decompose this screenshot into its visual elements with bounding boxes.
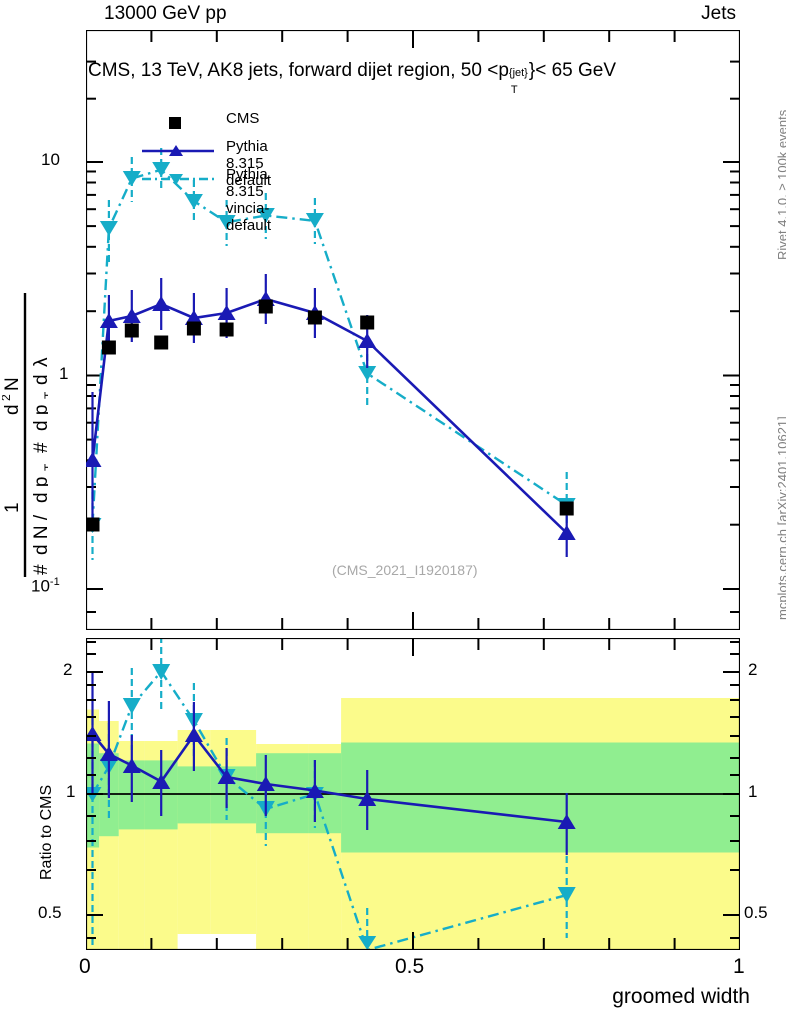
svg-text:d N /: d N / bbox=[31, 514, 48, 555]
ratio-ytick-05-left: 0.5 bbox=[38, 903, 62, 922]
svg-text:λ: λ bbox=[31, 357, 48, 367]
xtick-05: 0.5 bbox=[395, 955, 425, 978]
legend-label-pythia-default: Pythia 8.315 default bbox=[226, 138, 272, 189]
svg-text:N: N bbox=[2, 377, 23, 391]
svg-text:d p: d p bbox=[31, 405, 48, 431]
plot-title: CMS, 13 TeV, AK8 jets, forward dijet reg… bbox=[88, 60, 617, 96]
rivet-version-label: Rivet 4.1.0, ≥ 100k events bbox=[775, 109, 786, 260]
svg-text:d: d bbox=[2, 404, 23, 415]
ratio-ytick-05-right: 0.5 bbox=[744, 903, 768, 922]
svg-text:#: # bbox=[31, 564, 48, 575]
main-ytick-10: 10 bbox=[41, 150, 60, 169]
plot-title-superscript: {jet} bbox=[508, 67, 528, 79]
xtick-1: 1 bbox=[733, 955, 745, 978]
svg-text:d p: d p bbox=[31, 477, 48, 503]
svg-text:1: 1 bbox=[2, 502, 23, 513]
main-ytick-01-base: 10 bbox=[31, 576, 50, 596]
legend-label-pythia-vincia: Pythia 8.315 vincia-default bbox=[226, 166, 272, 234]
header-right: Jets bbox=[701, 3, 736, 24]
series-cms-main bbox=[86, 299, 574, 532]
ratio-ytick-2-left: 2 bbox=[63, 660, 73, 679]
main-ytick-01: 10-1 bbox=[31, 576, 60, 597]
ratio-ytick-2-right: 2 bbox=[748, 660, 758, 679]
main-plot-panel: (CMS_2021_I1920187) bbox=[86, 30, 740, 630]
ratio-band-inner bbox=[86, 742, 740, 853]
plot-title-tail: }< 65 GeV bbox=[528, 60, 617, 81]
legend-marker-triangle-up bbox=[142, 145, 214, 156]
main-x-ticks bbox=[150, 30, 676, 630]
dataset-watermark: (CMS_2021_I1920187) bbox=[332, 562, 478, 578]
svg-text:#: # bbox=[31, 442, 48, 453]
legend-marker-square bbox=[169, 117, 181, 129]
legend-marker-triangle-down bbox=[142, 174, 214, 185]
ratio-ytick-1-right: 1 bbox=[748, 782, 758, 801]
plot-title-main: CMS, 13 TeV, AK8 jets, forward dijet reg… bbox=[88, 60, 509, 81]
svg-text:T: T bbox=[42, 463, 48, 471]
ratio-ytick-1-left: 1 bbox=[66, 782, 76, 801]
ratio-y-ticks bbox=[86, 641, 740, 939]
ratio-plot-panel bbox=[86, 638, 740, 950]
main-ylabel: # d N / d p T # d p T d λ 1 d 2 N bbox=[2, 40, 48, 620]
ratio-x-ticks bbox=[150, 638, 676, 950]
xtick-0: 0 bbox=[79, 955, 91, 978]
svg-text:d: d bbox=[31, 374, 48, 385]
header-left: 13000 GeV pp bbox=[104, 3, 227, 24]
main-ytick-01-exp: -1 bbox=[49, 576, 60, 588]
svg-text:2: 2 bbox=[2, 394, 13, 401]
legend-label-cms: CMS bbox=[226, 110, 260, 127]
series-pythia-default-ratio bbox=[86, 671, 576, 855]
main-ytick-1: 1 bbox=[59, 364, 69, 383]
series-pythia-default-main bbox=[86, 274, 576, 557]
plot-title-subscript: T bbox=[510, 84, 518, 96]
svg-text:T: T bbox=[42, 391, 48, 399]
xaxis-label: groomed width bbox=[612, 985, 750, 1008]
main-y-ticks bbox=[86, 60, 740, 613]
ratio-ylabel: Ratio to CMS bbox=[38, 784, 55, 880]
mcplots-source-label: mcplots.cern.ch [arXiv:2401.10621] bbox=[775, 416, 786, 620]
